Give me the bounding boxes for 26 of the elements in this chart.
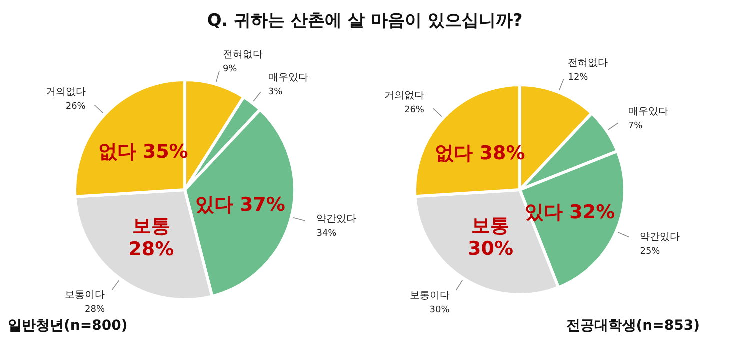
text: 일반청년(n=800) (8, 318, 128, 334)
data-label: 12% (568, 73, 589, 84)
slice-label: 약간있다 (640, 232, 680, 244)
data-label: 7% (628, 121, 644, 132)
data-label: 30% (430, 306, 450, 316)
data-label: 28% (85, 305, 106, 316)
slice-label: 매우있다 (628, 106, 668, 118)
slice-label: 거의없다 (46, 86, 86, 98)
slice-label: 전혀없다 (568, 58, 608, 70)
text: 있다 37% (195, 194, 286, 216)
text: 전공대학생(n=853) (566, 318, 700, 334)
slice-label: 약간있다 (316, 214, 357, 225)
text: 보통 28% (128, 215, 174, 260)
data-label: 9% (222, 64, 238, 74)
data-label: 26% (66, 102, 86, 112)
slice-label: 전혀없다 (222, 49, 263, 60)
slice-label: 보통이다 (65, 290, 106, 302)
data-label: 25% (640, 247, 661, 258)
text: 보통 30% (468, 215, 514, 260)
chart-title: Q. 귀하는 산촌에 살 마음이 있으십니까? (207, 11, 523, 31)
slice-label: 보통이다 (410, 290, 450, 302)
data-label: 26% (404, 105, 425, 116)
data-label: 3% (268, 88, 284, 98)
slice-label: 매우있다 (268, 72, 308, 84)
slice-label: 거의없다 (384, 90, 425, 102)
data-label: 34% (316, 228, 338, 239)
